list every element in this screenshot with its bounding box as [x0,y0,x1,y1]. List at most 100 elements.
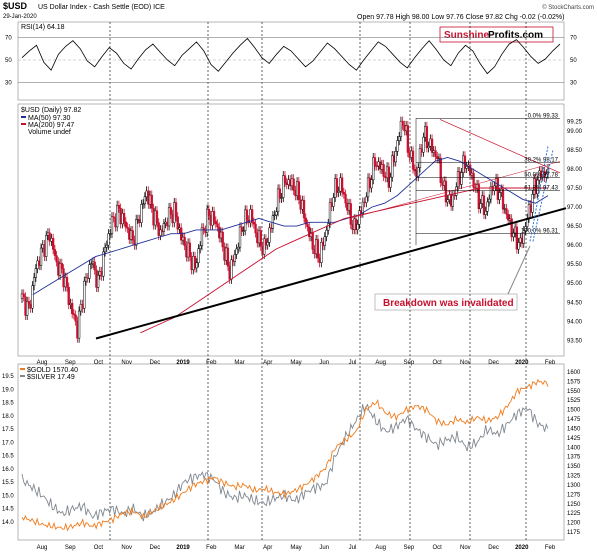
silver-tick-6: 17.0 [2,440,14,446]
price-bar [126,226,129,229]
price-bar [124,221,127,228]
price-bar [244,209,247,232]
price-bar [484,211,487,215]
price-bar [320,241,323,263]
silver-tick-11: 19.5 [2,374,14,380]
price-bar [162,223,166,232]
gold-xtick-10: Jun [319,545,329,551]
price-bar [176,216,179,230]
price-bar [479,203,482,210]
price-bar [398,136,401,141]
price-bar [183,236,186,246]
price-bar [455,186,458,196]
price-bar [389,176,392,188]
gold-xtick-1: Sep [65,545,76,551]
price-bar [524,226,527,231]
price-bar [349,203,352,225]
price-bar [283,175,287,183]
price-bar [418,148,422,168]
price-bar [71,303,74,315]
price-bar [207,208,211,216]
legend-ma50: MA(50) 97.30 [28,115,71,122]
price-bar [468,164,472,176]
annotation-arrow [507,245,531,295]
rsi-tick-left-0: 30 [5,81,12,87]
legend-ma50-swatch [21,116,26,118]
price-bar [472,172,475,188]
price-bar [463,155,467,169]
price-bar [444,180,448,203]
gold-tick-6: 1325 [567,474,581,480]
fib-label-0: 0.0% 99.33 [528,113,559,119]
price-bar [332,197,335,207]
price-bar [238,226,242,248]
price-bar [375,165,378,167]
price-bar [316,239,320,259]
price-tick-11: 99.00 [567,129,583,135]
gold-panel [17,363,565,541]
gold-tick-11: 1450 [567,426,581,432]
price-xtick-2: Oct [94,360,104,366]
price-bar [51,238,55,250]
price-xtick-12: Aug [375,360,386,366]
header-ohlc: Open 97.78 High 98.00 Low 97.76 Close 97… [357,14,564,21]
gold-tick-1: 1200 [567,521,581,527]
gold-xtick-7: Mar [234,545,244,551]
price-bar [439,157,442,183]
price-bar [501,188,505,210]
price-bar [93,261,96,271]
price-bar [282,175,285,198]
price-bar [325,229,328,237]
price-bar [193,256,197,269]
legend-gold-swatch [20,368,25,370]
price-bar [522,230,525,244]
price-bar [226,247,230,267]
price-xtick-6: Feb [206,360,217,366]
price-title: $USD (Daily) 97.82 [21,107,81,114]
price-xtick-8: Apr [263,360,272,366]
price-bar [323,236,326,246]
price-bar [188,242,191,257]
silver-tick-7: 17.5 [2,427,14,433]
price-bar [65,277,69,288]
price-bar [55,255,58,263]
price-bar [252,221,256,225]
price-bar [221,231,224,248]
projection-line-a [529,146,549,242]
price-bar [365,196,368,203]
gold-xtick-14: Oct [432,545,442,551]
gold-tick-7: 1350 [567,464,581,470]
header-date: 29-Jan-2020 [3,14,37,20]
silver-tick-4: 16.0 [2,467,14,473]
price-bar [373,157,377,167]
price-bar [327,223,330,231]
price-xtick-4: Dec [150,360,161,366]
gold-xtick-9: May [290,545,301,551]
price-bar [116,205,119,228]
price-bar [88,264,91,279]
rsi-tick-left-2: 70 [5,35,12,41]
price-bar [39,247,43,266]
price-xtick-17: 2020 [515,360,529,366]
price-bar [110,216,114,234]
brand-part1: Sunshine [444,30,489,41]
legend-ma200: MA(200) 97.47 [28,122,74,129]
price-bar [264,238,268,246]
rsi-panel [17,21,565,101]
silver-tick-2: 15.0 [2,493,14,499]
gold-tick-9: 1400 [567,445,581,451]
gold-tick-16: 1575 [567,379,581,385]
price-bar [233,254,236,262]
channel-line [349,161,561,219]
price-bar [422,136,425,153]
price-bar [212,211,216,222]
price-bar [425,126,429,149]
price-bar [27,301,31,305]
price-bar [90,263,93,265]
price-bar [34,268,37,278]
price-xtick-10: Jun [319,360,329,366]
price-xtick-11: Jul [349,360,357,366]
price-bar [276,188,280,213]
silver-tick-5: 16.5 [2,454,14,460]
